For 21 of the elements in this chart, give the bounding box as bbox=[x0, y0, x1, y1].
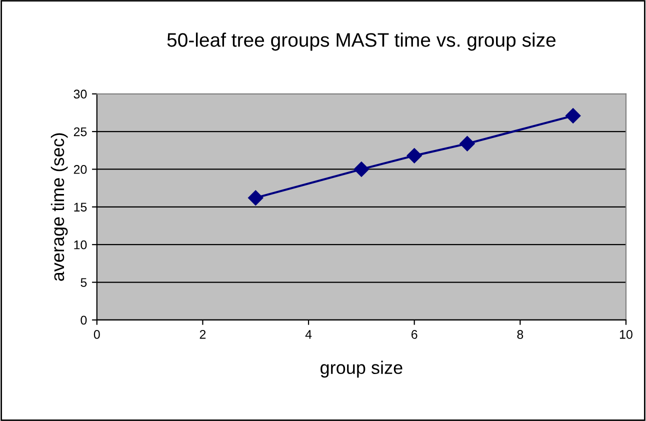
y-tick-label: 10 bbox=[74, 240, 87, 250]
point bbox=[354, 162, 370, 177]
x-tick-label: 2 bbox=[200, 330, 206, 339]
point bbox=[406, 148, 422, 164]
y-tick-label: 15 bbox=[74, 202, 87, 212]
y-tick-label: 30 bbox=[74, 90, 87, 99]
point bbox=[460, 136, 475, 152]
x-tick-label: 6 bbox=[412, 330, 418, 339]
point bbox=[565, 108, 581, 124]
y-tick-label: 0 bbox=[80, 316, 87, 325]
x-tick-label: 8 bbox=[517, 330, 524, 339]
x-axis-title: group size bbox=[320, 360, 402, 378]
y-tick-label: 25 bbox=[74, 127, 87, 136]
chart-title: 50-leaf tree groups MAST time vs. group size bbox=[167, 32, 556, 51]
y-tick-label: 20 bbox=[74, 165, 87, 174]
x-tick-label: 4 bbox=[305, 330, 312, 339]
y-tick-label: 5 bbox=[80, 278, 87, 287]
x-tick-label: 10 bbox=[620, 330, 632, 339]
y-axis-title: average time (sec) bbox=[50, 133, 68, 281]
x-tick-label: 0 bbox=[94, 330, 100, 339]
point bbox=[248, 190, 264, 206]
